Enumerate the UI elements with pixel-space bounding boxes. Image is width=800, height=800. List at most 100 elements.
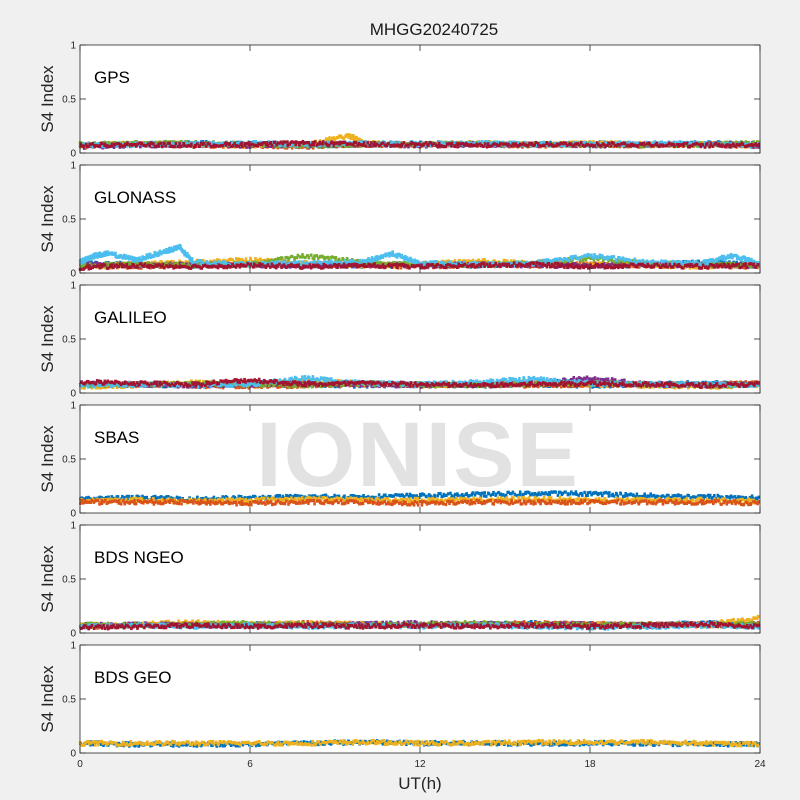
data-point	[727, 143, 730, 147]
data-point	[581, 141, 585, 145]
data-point	[112, 262, 115, 266]
data-point	[199, 142, 203, 146]
data-point	[368, 141, 372, 145]
data-point	[223, 141, 227, 145]
data-point	[465, 142, 469, 146]
data-point	[703, 145, 707, 149]
data-point	[281, 142, 285, 146]
data-point	[493, 142, 496, 146]
data-point	[709, 266, 713, 270]
data-point	[276, 141, 280, 145]
data-point	[270, 143, 274, 147]
data-point	[490, 141, 494, 145]
data-point	[154, 140, 158, 144]
data-point	[489, 144, 492, 148]
data-point	[157, 142, 161, 146]
data-point	[275, 143, 278, 147]
data-point	[748, 143, 751, 147]
data-point	[686, 145, 690, 149]
data-point	[688, 144, 692, 148]
data-point	[551, 143, 554, 147]
data-point	[224, 143, 228, 147]
data-point	[636, 144, 640, 148]
data-point	[664, 144, 667, 148]
data-point	[645, 142, 649, 146]
data-point	[510, 259, 513, 263]
data-point	[215, 258, 219, 262]
data-point	[496, 144, 500, 148]
data-point	[358, 138, 362, 142]
data-point	[247, 143, 251, 147]
data-point	[288, 142, 291, 146]
data-point	[693, 142, 697, 146]
data-point	[85, 144, 89, 148]
data-point	[95, 261, 99, 265]
data-point	[742, 144, 745, 148]
data-point	[695, 142, 699, 146]
data-point	[332, 136, 336, 140]
data-point	[680, 140, 684, 144]
data-point	[161, 145, 164, 149]
data-point	[513, 259, 516, 263]
data-point	[477, 140, 480, 144]
data-point	[397, 140, 401, 145]
data-point	[338, 134, 341, 138]
data-point	[273, 140, 277, 144]
data-point	[331, 136, 334, 140]
data-point	[352, 138, 356, 142]
data-point	[356, 143, 359, 147]
data-point	[243, 259, 246, 263]
data-point	[235, 258, 239, 263]
data-point	[402, 141, 406, 145]
data-point	[128, 143, 132, 147]
data-point	[300, 144, 304, 148]
data-point	[660, 140, 663, 144]
data-point	[515, 144, 519, 148]
data-point	[333, 141, 336, 145]
data-point	[700, 143, 703, 147]
data-point	[628, 144, 632, 148]
data-point	[655, 141, 659, 145]
data-point	[487, 144, 491, 148]
data-point	[640, 145, 643, 149]
data-point	[342, 142, 345, 146]
data-point	[172, 140, 176, 144]
data-point	[298, 143, 301, 147]
data-point	[399, 266, 403, 270]
data-point	[462, 143, 466, 147]
data-point	[401, 142, 404, 146]
data-point	[189, 144, 193, 148]
data-point	[279, 143, 283, 147]
data-point	[642, 141, 645, 145]
data-point	[308, 143, 312, 147]
data-point	[422, 142, 426, 146]
data-point	[743, 144, 747, 148]
data-point	[579, 141, 583, 145]
data-point	[659, 143, 662, 147]
data-point	[696, 144, 699, 148]
data-point	[336, 136, 339, 140]
data-point	[637, 265, 641, 269]
data-point	[651, 144, 655, 148]
data-point	[675, 144, 678, 148]
data-point	[417, 142, 420, 146]
data-point	[307, 141, 310, 145]
data-point	[632, 141, 635, 145]
data-point	[251, 142, 254, 146]
data-point	[91, 144, 94, 149]
data-point	[90, 260, 93, 264]
data-point	[628, 140, 631, 144]
data-point	[620, 142, 623, 146]
data-point	[184, 260, 188, 264]
data-point	[722, 141, 726, 145]
data-point	[182, 143, 186, 147]
data-point	[214, 143, 218, 148]
data-point	[336, 143, 339, 147]
data-point	[254, 140, 257, 144]
data-point	[163, 141, 166, 145]
data-point	[290, 140, 294, 144]
y-tick-label: 0.5	[62, 95, 76, 106]
data-point	[661, 144, 665, 148]
data-point	[112, 145, 116, 149]
data-point	[254, 143, 258, 148]
